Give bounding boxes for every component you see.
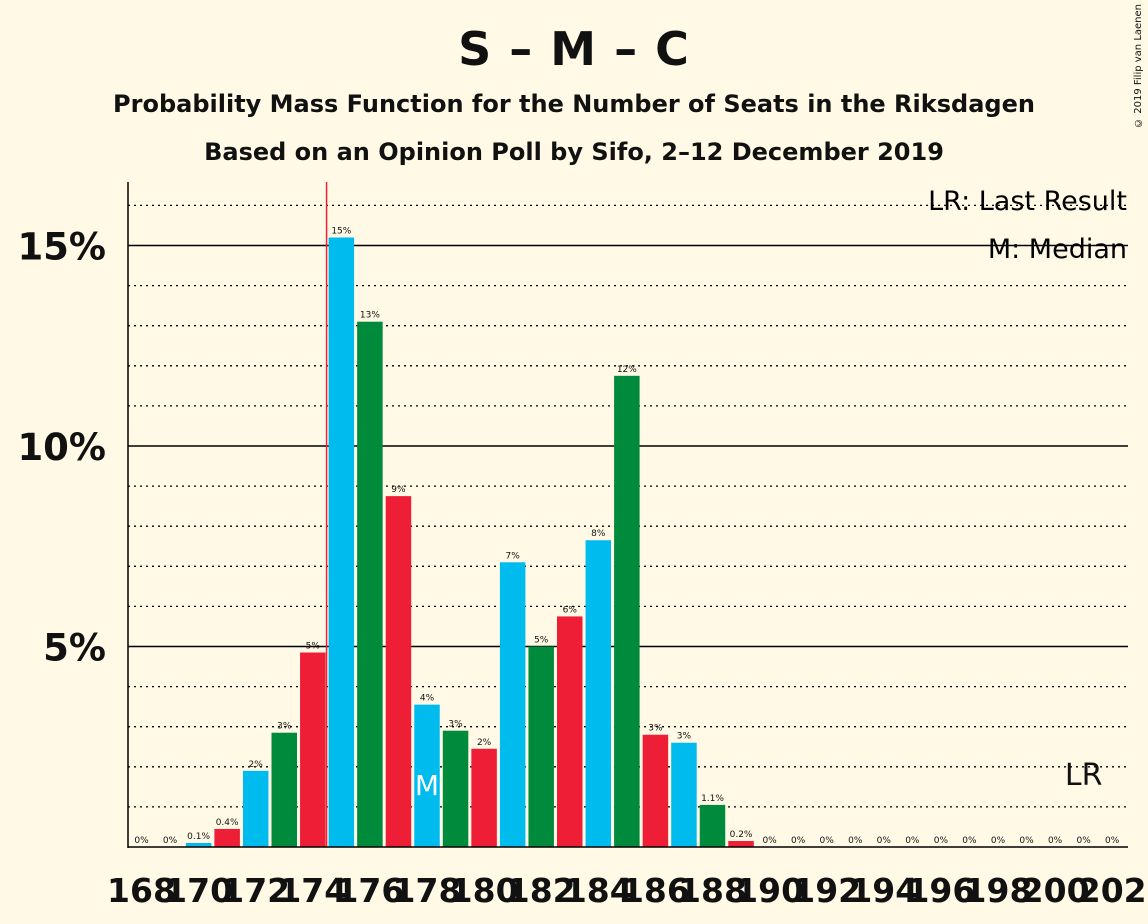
x-tick-label: 174 (278, 871, 347, 910)
x-axis-labels: 1681701721741761781801821841861881901921… (107, 871, 1147, 910)
bar-label-seat-183: 6% (563, 605, 578, 615)
chart-subtitle-1: Probability Mass Function for the Number… (113, 90, 1035, 118)
bar-label-seat-185: 12% (617, 365, 637, 375)
bar-seat-182 (528, 646, 554, 847)
bar-seat-171 (214, 828, 240, 847)
x-tick-label: 196 (906, 871, 975, 910)
y-tick-label: 5% (43, 627, 106, 670)
bar-label-seat-172: 2% (249, 760, 264, 770)
bar-label-seat-186: 3% (648, 724, 663, 734)
bar-label-seat-175: 15% (331, 226, 351, 236)
bar-label-seat-169: 0% (163, 836, 178, 846)
x-tick-label: 200 (1021, 871, 1090, 910)
bar-label-seat-196: 0% (934, 836, 949, 846)
x-tick-label: 172 (221, 871, 290, 910)
bar-seat-178 (414, 704, 440, 847)
bar-label-seat-190: 0% (762, 836, 777, 846)
bar-label-seat-179: 3% (448, 720, 463, 730)
bar-label-seat-171: 0.4% (216, 818, 239, 828)
bar-seat-176 (357, 321, 383, 847)
bar-label-seat-182: 5% (534, 636, 549, 646)
y-tick-label: 15% (17, 226, 106, 269)
bar-label-seat-184: 8% (591, 529, 606, 539)
bar-label-seat-200: 0% (1048, 836, 1063, 846)
bar-label-seat-188: 1.1% (701, 794, 724, 804)
bar-seat-184 (585, 540, 612, 847)
bar-seat-170 (185, 842, 212, 847)
bar-label-seat-187: 3% (677, 732, 692, 742)
bar-seat-180 (471, 748, 497, 847)
bar-seat-187 (671, 742, 697, 847)
x-tick-label: 202 (1078, 871, 1147, 910)
bar-label-seat-201: 0% (1077, 836, 1092, 846)
bar-label-seat-189: 0.2% (730, 830, 753, 840)
bar-seat-173 (271, 732, 297, 847)
bar-label-seat-191: 0% (791, 836, 806, 846)
bar-label-seat-178: 4% (420, 694, 435, 704)
bar-seat-185 (614, 375, 640, 847)
bar-label-seat-173: 3% (277, 722, 292, 732)
bar-label-seat-177: 9% (391, 485, 406, 495)
x-tick-label: 168 (107, 871, 176, 910)
axes (127, 182, 1128, 848)
bar-label-seat-197: 0% (962, 836, 977, 846)
chart-title: S – M – C (458, 22, 690, 76)
bar-label-seat-181: 7% (506, 551, 521, 561)
x-tick-label: 188 (678, 871, 747, 910)
bar-label-seat-199: 0% (1019, 836, 1034, 846)
bar-seat-172 (242, 770, 269, 847)
legend-median: M: Median (988, 234, 1127, 265)
bar-label-seat-195: 0% (905, 836, 920, 846)
bar-label-seat-194: 0% (877, 836, 892, 846)
bar-seat-177 (385, 496, 412, 847)
bar-seat-181 (499, 562, 526, 847)
legend-last-result: LR: Last Result (928, 186, 1127, 217)
bar-label-seat-180: 2% (477, 738, 492, 748)
bar-label-seat-202: 0% (1105, 836, 1120, 846)
bar-label-seat-192: 0% (820, 836, 835, 846)
bar-label-seat-193: 0% (848, 836, 863, 846)
y-tick-label: 10% (17, 426, 106, 469)
bar-seat-188 (699, 804, 726, 847)
median-marker: M (415, 769, 439, 802)
x-tick-label: 190 (735, 871, 804, 910)
bar-seat-189 (728, 840, 754, 847)
bar-label-seat-168: 0% (134, 836, 149, 846)
bar-seat-175 (328, 237, 355, 848)
x-tick-label: 198 (964, 871, 1033, 910)
bar-label-seat-174: 5% (306, 642, 321, 652)
bar-seat-179 (442, 730, 469, 847)
y-axis-labels: 5% 10% 15% (17, 226, 106, 670)
chart-subtitle-2: Based on an Opinion Poll by Sifo, 2–12 D… (204, 138, 944, 166)
x-tick-label: 192 (792, 871, 861, 910)
x-tick-label: 182 (507, 871, 576, 910)
x-tick-label: 194 (849, 871, 918, 910)
bar-seat-174 (300, 652, 326, 847)
bar-labels: 0% 0% 0.1% 0.4% 2% 3% 5% 15% 13% 9% 4% 3% 2% 7% 5% 6% 8%… (134, 226, 1119, 846)
bars (185, 237, 754, 848)
bar-seat-183 (557, 616, 583, 847)
x-tick-label: 176 (335, 871, 404, 910)
x-tick-label: 184 (564, 871, 633, 910)
x-tick-label: 178 (393, 871, 462, 910)
x-tick-label: 170 (164, 871, 233, 910)
bar-label-seat-198: 0% (991, 836, 1006, 846)
last-result-marker: LR (1065, 758, 1103, 793)
bar-label-seat-176: 13% (360, 311, 380, 321)
bar-label-seat-170: 0.1% (187, 832, 210, 842)
x-tick-label: 186 (621, 871, 690, 910)
x-tick-label: 180 (450, 871, 519, 910)
bar-seat-186 (642, 734, 669, 847)
